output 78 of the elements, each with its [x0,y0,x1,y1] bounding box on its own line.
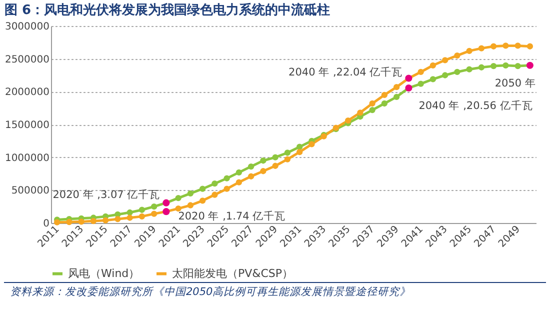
point [138,213,146,220]
point [236,169,242,176]
point [369,100,376,107]
point [175,194,182,202]
point [236,179,242,186]
annotation: 2050 年 [494,77,536,90]
point [102,217,109,224]
point [430,62,436,68]
point [199,198,206,204]
point [296,144,303,150]
annotation: 2040 年 ,22.04 亿千瓦 [288,65,403,78]
point [90,218,97,224]
y-tick-label: 0 [43,218,50,230]
point [393,84,400,90]
chart-title: 图 6：风电和光伏将发展为我国绿色电力系统的中流砥柱 [4,2,330,18]
annotation: 2020 年 ,1.74 亿千瓦 [178,210,286,223]
point [248,163,254,170]
annotation: 2040 年 ,20.56 亿千瓦 [418,98,533,112]
point [308,141,315,148]
point [466,48,472,54]
point [478,64,485,70]
y-tick-label: 1000000 [4,152,50,164]
point [442,72,448,78]
point [150,204,158,210]
point [212,180,218,187]
point [296,149,303,156]
point [126,214,133,221]
point [224,186,230,192]
point [430,76,436,82]
annotation: 2020 年 ,3.07 亿千瓦 [52,188,160,201]
point [199,186,206,192]
point [224,175,230,182]
point [248,173,254,180]
point [369,106,376,114]
point [78,218,84,225]
point [502,42,509,49]
point [187,202,194,208]
point [284,150,291,156]
y-tick-label: 2000000 [4,87,50,98]
point [150,210,158,217]
point [393,94,400,100]
point [381,100,388,107]
point [514,62,521,70]
text: 资料来源：发改委能源研究所《中国2050高比例可再生能源发展情景暨途径研究》 [4,282,546,301]
point [344,117,352,124]
point [272,162,278,169]
point [66,218,72,226]
point [187,190,194,197]
point [442,57,448,64]
point [418,80,424,87]
point [478,45,485,52]
point [466,66,472,72]
point [490,62,497,70]
point [54,219,60,226]
point [114,216,121,222]
point [138,206,146,213]
point [490,43,497,50]
point [454,68,460,76]
legend-label: 太阳能发电（PV&CSP） [172,266,294,280]
point [381,92,388,98]
point [284,156,291,162]
y-tick-label: 3000000 [4,22,50,32]
point [502,62,509,68]
point [454,52,460,59]
y-tick-label: 1500000 [4,120,50,131]
y-tick-label: 500000 [11,186,50,197]
point [514,42,521,49]
point [126,209,133,216]
legend-label: 风电（Wind） [68,266,140,280]
point [418,68,424,76]
point [526,43,534,50]
point [175,205,182,212]
point [212,192,218,198]
y-tick-label: 2500000 [4,54,50,66]
point [272,154,278,160]
point [260,158,266,164]
point [357,110,364,116]
point [260,168,266,174]
